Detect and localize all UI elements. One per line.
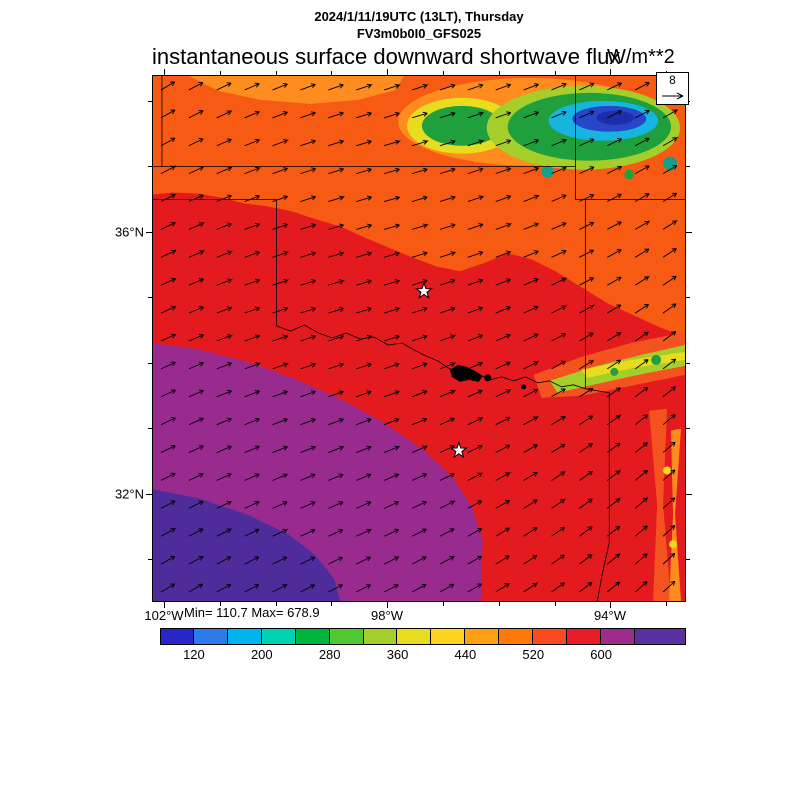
- city-star-marker: [414, 281, 433, 299]
- colorbar-segment: [397, 628, 432, 645]
- colorbar-segment: [160, 628, 194, 645]
- region-light-orange-top: [188, 76, 405, 104]
- axis-tick: [331, 602, 332, 606]
- flux-field-map: [153, 76, 685, 601]
- axis-tick: [276, 71, 277, 75]
- state-boundaries: [153, 76, 685, 601]
- axis-tick: [148, 559, 152, 560]
- colorbar-segment: [363, 628, 398, 645]
- cloud-green-west: [421, 105, 502, 146]
- lon-tick-label: 102°W: [144, 608, 184, 623]
- axis-tick: [148, 363, 152, 364]
- lon-tick-label: 94°W: [594, 608, 626, 623]
- axis-tick: [686, 428, 690, 429]
- axis-tick: [146, 232, 152, 233]
- colorbar-segment: [329, 628, 364, 645]
- axis-tick: [686, 559, 690, 560]
- streak-lightorange-southeast: [669, 428, 682, 601]
- wind-reference-value: 8: [669, 73, 676, 87]
- colorbar-segment: [567, 628, 601, 645]
- axis-tick: [220, 71, 221, 75]
- lake-dot-2: [521, 384, 527, 390]
- axis-tick: [686, 166, 690, 167]
- axis-tick: [220, 602, 221, 606]
- streak-green-dot-2: [610, 367, 619, 376]
- axis-tick: [499, 602, 500, 606]
- colorbar-segment: [261, 628, 296, 645]
- streak-yellow-dot-2: [669, 540, 678, 549]
- axis-tick: [148, 166, 152, 167]
- datetime-heading: 2024/1/11/19UTC (13LT), Thursday: [314, 9, 524, 24]
- colorbar-segment: [600, 628, 635, 645]
- axis-tick: [499, 71, 500, 75]
- model-heading: FV3m0b0I0_GFS025: [356, 26, 482, 41]
- axis-tick: [148, 428, 152, 429]
- axis-tick: [443, 602, 444, 606]
- axis-tick: [148, 297, 152, 298]
- colorbar-segment: [634, 628, 686, 645]
- axis-tick: [148, 101, 152, 102]
- cloud-green-dot: [624, 169, 635, 180]
- streak-green-dot: [651, 354, 662, 365]
- axis-tick: [164, 602, 165, 608]
- axis-tick: [164, 69, 165, 75]
- axis-tick: [387, 602, 388, 608]
- colorbar-tick-label: 520: [522, 647, 545, 662]
- colorbar-segment: [193, 628, 228, 645]
- lake-texoma: [449, 364, 483, 382]
- colorbar-tick-label: 120: [183, 647, 205, 662]
- colorbar-segment: [431, 628, 466, 645]
- axis-tick: [686, 494, 692, 495]
- axis-tick: [610, 69, 611, 75]
- lat-tick-label: 36°N: [114, 224, 144, 240]
- lake-dot: [484, 374, 492, 382]
- colorbar-segment: [295, 628, 330, 645]
- streak-orange-southeast: [649, 408, 672, 601]
- axis-tick: [686, 297, 690, 298]
- axis-tick: [146, 494, 152, 495]
- lat-tick-label: 32°N: [114, 486, 144, 502]
- axis-tick: [443, 71, 444, 75]
- colorbar-tick-label: 200: [250, 647, 273, 662]
- axis-tick: [686, 363, 690, 364]
- wind-reference-legend: 8: [656, 72, 689, 105]
- axis-tick: [387, 69, 388, 75]
- axis-tick: [555, 602, 556, 606]
- axis-tick: [331, 71, 332, 75]
- colorbar-segment: [227, 628, 262, 645]
- axis-tick: [686, 232, 692, 233]
- colorbar-tick-label: 360: [386, 647, 409, 662]
- colorbar-segment: [533, 628, 568, 645]
- region-indigo-corner: [153, 489, 341, 601]
- plot-title: instantaneous surface downward shortwave…: [152, 44, 621, 69]
- colorbar-tick-label: 600: [590, 647, 613, 662]
- axis-tick: [610, 602, 611, 608]
- colorbar: [160, 628, 686, 645]
- wind-vector-arrows: [160, 81, 679, 593]
- streak-yellow-dot: [663, 466, 672, 475]
- axis-tick: [666, 602, 667, 606]
- colorbar-tick-label: 440: [454, 647, 477, 662]
- map-area: [152, 75, 686, 602]
- wind-reference-arrow-icon: [661, 92, 683, 100]
- minmax-stats-label: Min= 110.7 Max= 678.9: [184, 605, 320, 620]
- colorbar-tick-label: 280: [318, 647, 341, 662]
- lon-tick-label: 98°W: [371, 608, 403, 623]
- axis-tick: [555, 71, 556, 75]
- cloud-teal-dot: [541, 165, 554, 178]
- axis-tick: [276, 602, 277, 606]
- colorbar-segment: [465, 628, 500, 645]
- units-label: W/m**2: [607, 46, 675, 68]
- colorbar-segment: [499, 628, 534, 645]
- cloud-darkblue-core: [596, 110, 635, 125]
